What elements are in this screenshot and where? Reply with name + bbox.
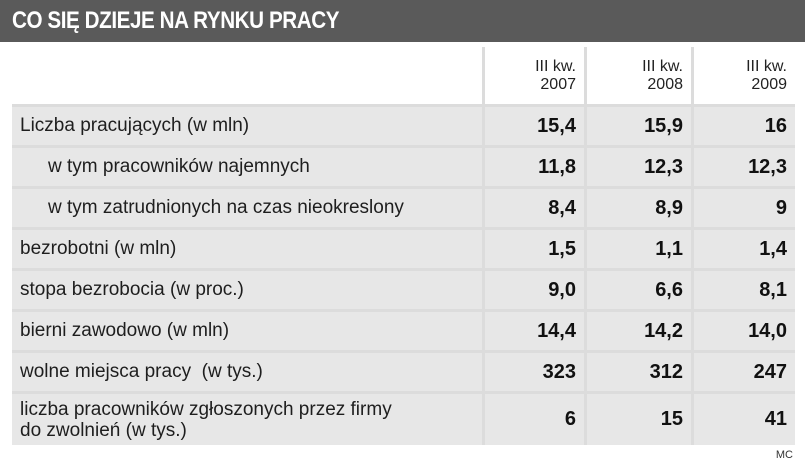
header-empty-cell (12, 47, 482, 104)
header-col-label: III kw. (535, 57, 576, 75)
table-row: Liczba pracujących (w mln) 15,4 15,9 16 (12, 107, 795, 145)
row-value: 16 (764, 114, 787, 137)
table-row: w tym pracowników najemnych 11,8 12,3 12… (12, 148, 795, 186)
table-header-row: III kw. 2007 III kw. 2008 III kw. 2009 (12, 47, 795, 104)
row-label-line: liczba pracowników zgłoszonych przez fir… (20, 398, 392, 420)
row-label: wolne miejsca pracy (w tys.) (20, 361, 263, 382)
row-label: Liczba pracujących (w mln) (20, 115, 250, 136)
row-value: 9 (775, 196, 787, 219)
row-value: 15,4 (537, 114, 576, 137)
row-value: 41 (764, 408, 787, 430)
table-row: w tym zatrudnionych na czas nieokreslony… (12, 189, 795, 227)
row-value: 14,4 (537, 319, 576, 342)
table-row: bierni zawodowo (w mln) 14,4 14,2 14,0 (12, 312, 795, 350)
row-value: 11,8 (538, 155, 576, 178)
row-label: liczba pracowników zgłoszonych przez fir… (20, 399, 392, 441)
row-value: 312 (649, 360, 683, 383)
row-value: 9,0 (548, 278, 576, 301)
row-value: 1,5 (548, 237, 576, 260)
row-value: 6,6 (655, 278, 683, 301)
table-row: bezrobotni (w mln) 1,5 1,1 1,4 (12, 230, 795, 268)
header-col-2008: III kw. 2008 (587, 47, 691, 104)
row-value: 8,4 (548, 196, 576, 219)
row-label: w tym pracowników najemnych (48, 156, 310, 177)
data-table: III kw. 2007 III kw. 2008 III kw. 2009 Licz… (12, 47, 795, 445)
row-value: 12,3 (748, 155, 787, 178)
row-value: 1,1 (655, 237, 683, 260)
row-value: 14,0 (748, 319, 787, 342)
row-label: bierni zawodowo (w mln) (20, 320, 230, 341)
author-credit: MC (775, 449, 793, 461)
row-label-line: do zwolnień (w tys.) (20, 419, 187, 441)
table-row: liczba pracowników zgłoszonych przez fir… (12, 394, 795, 445)
row-value: 8,1 (759, 278, 787, 301)
table-row: stopa bezrobocia (w proc.) 9,0 6,6 8,1 (12, 271, 795, 309)
row-value: 15 (660, 408, 683, 430)
row-value: 15,9 (644, 114, 683, 137)
row-value: 1,4 (759, 237, 787, 260)
header-col-year: 2008 (647, 75, 683, 93)
row-value: 247 (753, 360, 787, 383)
row-value: 323 (542, 360, 576, 383)
table-title: CO SIĘ DZIEJE NA RYNKU PRACY (12, 7, 340, 34)
title-bar: CO SIĘ DZIEJE NA RYNKU PRACY (0, 0, 805, 42)
header-col-year: 2009 (751, 75, 787, 93)
header-col-year: 2007 (540, 75, 576, 93)
header-col-2007: III kw. 2007 (485, 47, 584, 104)
row-label: stopa bezrobocia (w proc.) (20, 279, 244, 300)
header-col-label: III kw. (746, 57, 787, 75)
row-value: 6 (564, 408, 576, 430)
table-row: wolne miejsca pracy (w tys.) 323 312 247 (12, 353, 795, 391)
row-label: bezrobotni (w mln) (20, 238, 177, 259)
row-value: 8,9 (655, 196, 683, 219)
row-value: 12,3 (644, 155, 683, 178)
row-value: 14,2 (644, 319, 683, 342)
row-label: w tym zatrudnionych na czas nieokreslony (48, 197, 404, 218)
header-col-label: III kw. (642, 57, 683, 75)
header-col-2009: III kw. 2009 (694, 47, 795, 104)
